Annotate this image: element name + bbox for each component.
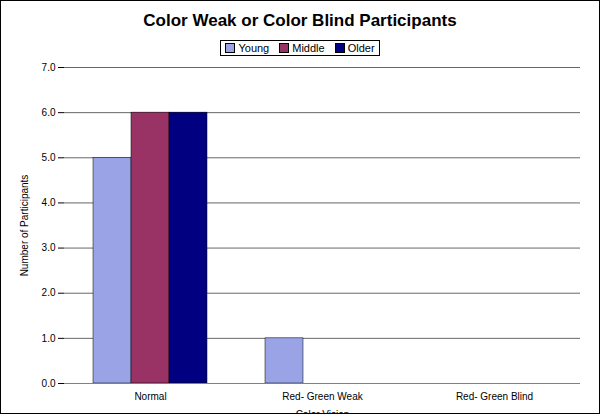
svg-text:0.0: 0.0 xyxy=(42,378,56,389)
svg-text:2.0: 2.0 xyxy=(42,287,56,298)
svg-text:7.0: 7.0 xyxy=(42,62,56,73)
svg-text:Color Vision: Color Vision xyxy=(296,409,350,414)
html-text:Color Weak or Color Blind Part: Color Weak or Color Blind Participants xyxy=(143,11,457,30)
svg-text:4.0: 4.0 xyxy=(42,197,56,208)
html-text:Older: Older xyxy=(347,42,375,54)
svg-text:1.0: 1.0 xyxy=(42,333,56,344)
svg-text:Red- Green Weak: Red- Green Weak xyxy=(282,391,363,402)
html-text:Middle: Middle xyxy=(292,42,325,54)
svg-text:Normal: Normal xyxy=(134,391,166,402)
svg-text:Red- Green Blind: Red- Green Blind xyxy=(456,391,533,402)
svg-text:Number of Participants: Number of Participants xyxy=(19,175,30,277)
html-text:Young: Young xyxy=(238,42,270,54)
svg-text:3.0: 3.0 xyxy=(42,242,56,253)
svg-text:5.0: 5.0 xyxy=(42,152,56,163)
svg-text:6.0: 6.0 xyxy=(42,107,56,118)
